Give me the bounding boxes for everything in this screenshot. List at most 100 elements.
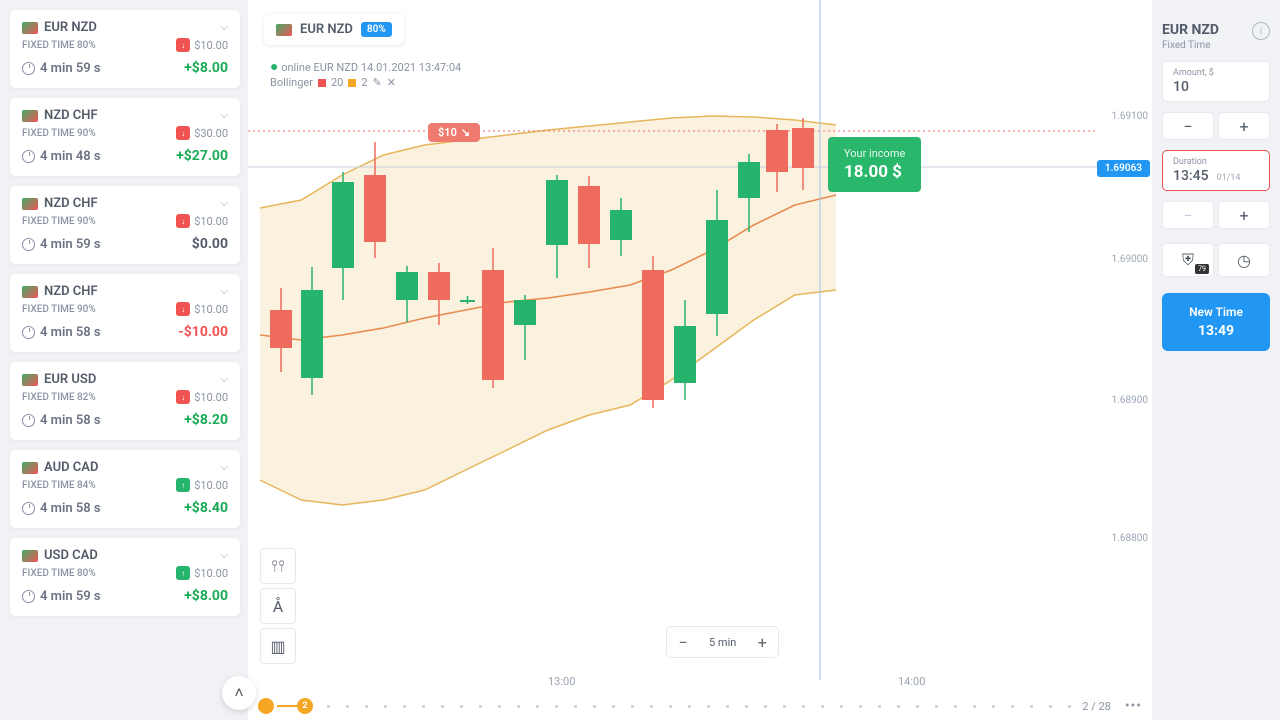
order-sub: Fixed Time [1162, 40, 1219, 51]
shield-badge: 79 [1195, 264, 1209, 274]
tool-draw[interactable]: Å [260, 588, 296, 624]
chevron-down-icon[interactable]: ⌵ [220, 198, 228, 209]
pair-flag-icon [22, 22, 38, 34]
position-timer: 4 min 48 s [22, 149, 101, 164]
mini-dot-icon: 2 [297, 698, 313, 714]
pair-flag-icon [22, 550, 38, 562]
chevron-down-icon[interactable]: ⌵ [220, 374, 228, 385]
amount-minus-button[interactable]: − [1162, 112, 1214, 140]
instrument-chip[interactable]: EUR NZD 80% [264, 14, 404, 45]
clock-icon [22, 150, 35, 163]
position-amount: ↑$10.00 [176, 566, 228, 580]
position-amount: ↓$10.00 [176, 390, 228, 404]
info-icon[interactable]: i [1252, 22, 1270, 40]
more-menu-icon[interactable]: ••• [1125, 698, 1142, 714]
position-timer: 4 min 58 s [22, 413, 101, 428]
shield-button[interactable]: ⛨ 79 [1162, 243, 1214, 277]
position-pl: -$10.00 [178, 324, 228, 340]
x-axis-label: 13:00 [548, 675, 575, 688]
bollinger-color-2 [348, 79, 356, 87]
fixed-time-label: FIXED TIME 90% [22, 216, 96, 227]
position-pl: $0.00 [192, 236, 228, 252]
mini-timeline[interactable]: 2 [258, 698, 316, 714]
zoom-control: − 5 min + [666, 626, 779, 658]
down-arrow-icon: ↘ [461, 126, 470, 139]
amount-field[interactable]: Amount, $ 10 [1162, 61, 1270, 102]
direction-badge-icon: ↓ [176, 38, 190, 52]
bottom-bar: 2 2 / 28 ••• [258, 698, 1142, 714]
edit-icon[interactable]: ✎ [373, 76, 382, 89]
trade-tag-value: $10 [438, 126, 457, 139]
zoom-in-button[interactable]: + [746, 627, 778, 657]
income-label: Your income [844, 147, 905, 160]
pair-flag-icon [22, 286, 38, 298]
duration-plus-button[interactable]: + [1218, 201, 1270, 229]
fixed-time-label: FIXED TIME 80% [22, 40, 96, 51]
position-card[interactable]: AUD CAD ⌵ FIXED TIME 84% ↑$10.00 4 min 5… [10, 450, 240, 528]
chevron-down-icon[interactable]: ⌵ [220, 110, 228, 121]
fixed-time-label: FIXED TIME 82% [22, 392, 96, 403]
trade-tag: $10 ↘ [428, 123, 480, 142]
scroll-up-button[interactable]: ˄ [222, 676, 256, 710]
direction-badge-icon: ↑ [176, 566, 190, 580]
position-pl: +$27.00 [176, 148, 228, 164]
position-amount: ↑$10.00 [176, 478, 228, 492]
y-axis-label: 1.68900 [1112, 395, 1148, 406]
position-pair: EUR USD [44, 372, 96, 387]
bollinger-row: Bollinger 20 2 ✎ ✕ [270, 76, 396, 89]
pair-flag-icon [22, 374, 38, 386]
chevron-down-icon[interactable]: ⌵ [220, 22, 228, 33]
chart-status: ● online EUR NZD 14.01.2021 13:47:04 [270, 58, 461, 75]
pair-flag-icon [22, 110, 38, 122]
tool-layout[interactable]: ▥ [260, 628, 296, 664]
position-card[interactable]: NZD CHF ⌵ FIXED TIME 90% ↓$30.00 4 min 4… [10, 98, 240, 176]
chip-pair: EUR NZD [300, 22, 353, 37]
position-counter: 2 / 28 [1082, 700, 1111, 713]
position-pair: USD CAD [44, 548, 98, 563]
direction-badge-icon: ↓ [176, 126, 190, 140]
position-card[interactable]: EUR USD ⌵ FIXED TIME 82% ↓$10.00 4 min 5… [10, 362, 240, 440]
chevron-down-icon[interactable]: ⌵ [220, 286, 228, 297]
clock-icon [22, 238, 35, 251]
position-pair: NZD CHF [44, 196, 98, 211]
position-pl: +$8.20 [184, 412, 228, 428]
position-amount: ↓$10.00 [176, 302, 228, 316]
duration-date: 01/14 [1217, 173, 1241, 183]
fixed-time-label: FIXED TIME 84% [22, 480, 96, 491]
chart-tools: ⫯⫯ Å ▥ [260, 548, 296, 664]
position-pair: NZD CHF [44, 108, 98, 123]
bollinger-p2: 2 [361, 76, 367, 89]
position-amount: ↓$30.00 [176, 126, 228, 140]
fixed-time-label: FIXED TIME 80% [22, 568, 96, 579]
duration-field[interactable]: Duration 13:4501/14 [1162, 150, 1270, 191]
position-timer: 4 min 59 s [22, 237, 101, 252]
new-time-button[interactable]: New Time 13:49 [1162, 293, 1270, 351]
position-pair: EUR NZD [44, 20, 97, 35]
clock-icon [22, 326, 35, 339]
amount-plus-button[interactable]: + [1218, 112, 1270, 140]
position-timer: 4 min 59 s [22, 61, 101, 76]
chart-svg[interactable] [248, 0, 1152, 720]
direction-badge-icon: ↑ [176, 478, 190, 492]
chevron-down-icon[interactable]: ⌵ [220, 462, 228, 473]
zoom-label: 5 min [699, 636, 746, 649]
direction-badge-icon: ↓ [176, 390, 190, 404]
mini-line [277, 705, 297, 707]
clock-icon [22, 62, 35, 75]
tool-chart-type[interactable]: ⫯⫯ [260, 548, 296, 584]
mini-dot-icon [258, 698, 274, 714]
pair-flag-icon [22, 198, 38, 210]
position-card[interactable]: EUR NZD ⌵ FIXED TIME 80% ↓$10.00 4 min 5… [10, 10, 240, 88]
position-pl: +$8.00 [184, 60, 228, 76]
position-card[interactable]: NZD CHF ⌵ FIXED TIME 90% ↓$10.00 4 min 5… [10, 186, 240, 264]
zoom-out-button[interactable]: − [667, 627, 699, 657]
fixed-time-label: FIXED TIME 90% [22, 304, 96, 315]
clock-button[interactable]: ◷ [1218, 243, 1270, 277]
direction-badge-icon: ↓ [176, 302, 190, 316]
position-card[interactable]: NZD CHF ⌵ FIXED TIME 90% ↓$10.00 4 min 5… [10, 274, 240, 352]
close-icon[interactable]: ✕ [387, 76, 396, 89]
duration-minus-button[interactable]: − [1162, 201, 1214, 229]
income-box: Your income 18.00 $ [828, 137, 921, 192]
position-card[interactable]: USD CAD ⌵ FIXED TIME 80% ↑$10.00 4 min 5… [10, 538, 240, 616]
chevron-down-icon[interactable]: ⌵ [220, 550, 228, 561]
